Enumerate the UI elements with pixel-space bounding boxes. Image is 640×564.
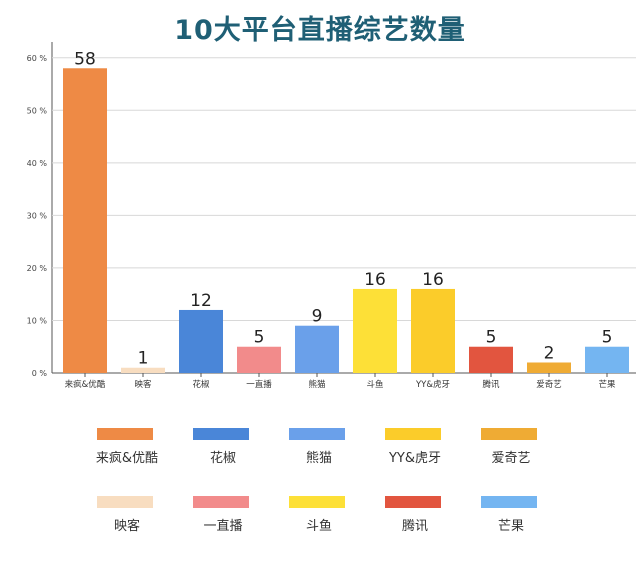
legend-swatch bbox=[97, 428, 153, 440]
bar bbox=[63, 68, 107, 374]
y-tick-label: 50 % bbox=[27, 106, 48, 115]
data-label: 58 bbox=[74, 49, 96, 69]
x-axis-ticks: 来疯&优酷 映客 花椒 一直播 熊猫 斗鱼 YY&虎牙 腾讯 爱奇艺 芒果 bbox=[65, 373, 616, 390]
bar bbox=[237, 346, 281, 373]
legend-label: YY&虎牙 bbox=[388, 451, 442, 466]
data-label: 1 bbox=[138, 349, 149, 369]
legend-item: 一直播 bbox=[191, 496, 287, 534]
x-tick-label: 熊猫 bbox=[308, 379, 326, 390]
legend-label: 花椒 bbox=[209, 451, 236, 466]
x-tick-label: 映客 bbox=[134, 379, 152, 390]
data-label: 16 bbox=[422, 270, 444, 290]
chart-title: 10大平台直播综艺数量 bbox=[174, 15, 466, 46]
x-tick-label: 一直播 bbox=[246, 379, 272, 390]
data-label: 5 bbox=[602, 328, 613, 348]
legend-item: 爱奇艺 bbox=[479, 428, 575, 466]
bar bbox=[295, 325, 339, 373]
data-labels: 58 1 12 5 9 16 16 5 2 5 bbox=[74, 49, 612, 368]
data-label: 12 bbox=[190, 291, 212, 311]
bar bbox=[585, 346, 629, 373]
data-label: 16 bbox=[364, 270, 386, 290]
legend-item: 斗鱼 bbox=[287, 496, 383, 534]
legend-item: YY&虎牙 bbox=[383, 428, 479, 466]
legend-label: 斗鱼 bbox=[305, 519, 332, 534]
y-tick-label: 20 % bbox=[27, 264, 48, 273]
data-label: 9 bbox=[312, 307, 323, 327]
legend-item: 熊猫 bbox=[287, 428, 383, 466]
legend-label: 一直播 bbox=[203, 519, 243, 534]
bars bbox=[63, 68, 629, 374]
legend-item: 芒果 bbox=[479, 496, 575, 534]
legend-label: 爱奇艺 bbox=[491, 451, 531, 466]
legend-label: 芒果 bbox=[497, 519, 524, 534]
legend-item: 映客 bbox=[95, 496, 191, 534]
legend-label: 腾讯 bbox=[401, 519, 428, 534]
x-tick-label: 腾讯 bbox=[482, 379, 500, 390]
y-tick-label: 10 % bbox=[27, 316, 48, 325]
legend-swatch bbox=[481, 428, 537, 440]
y-tick-label: 30 % bbox=[27, 211, 48, 220]
grid-lines bbox=[51, 42, 636, 374]
bar bbox=[179, 309, 223, 373]
legend-swatch bbox=[97, 496, 153, 508]
bar bbox=[353, 288, 397, 373]
x-tick-label: 芒果 bbox=[598, 379, 616, 390]
bar bbox=[121, 367, 165, 373]
legend-item: 腾讯 bbox=[383, 496, 479, 534]
legend-row: 来疯&优酷 花椒 熊猫 YY&虎牙 爱奇艺 bbox=[95, 428, 575, 466]
data-label: 5 bbox=[486, 328, 497, 348]
y-tick-label: 60 % bbox=[27, 54, 48, 63]
legend-swatch bbox=[289, 496, 345, 508]
legend-label: 熊猫 bbox=[305, 451, 332, 466]
y-tick-label: 0 % bbox=[32, 369, 48, 378]
legend-swatch bbox=[193, 496, 249, 508]
bar bbox=[469, 346, 513, 373]
x-tick-label: 来疯&优酷 bbox=[65, 379, 106, 390]
legend-item: 来疯&优酷 bbox=[95, 428, 191, 466]
x-tick-label: YY&虎牙 bbox=[415, 379, 450, 390]
y-tick-label: 40 % bbox=[27, 159, 48, 168]
legend-swatch bbox=[481, 496, 537, 508]
legend-row: 映客 一直播 斗鱼 腾讯 芒果 bbox=[95, 496, 575, 534]
x-tick-label: 斗鱼 bbox=[366, 379, 383, 390]
legend-swatch bbox=[289, 428, 345, 440]
legend: 来疯&优酷 花椒 熊猫 YY&虎牙 爱奇艺映客 一直播 斗鱼 腾讯 芒果 bbox=[95, 428, 575, 564]
x-tick-label: 花椒 bbox=[192, 379, 210, 390]
x-tick-label: 爱奇艺 bbox=[536, 379, 562, 390]
y-axis-ticks: 0 % 10 % 20 % 30 % 40 % 50 % 60 % bbox=[27, 54, 48, 378]
bar bbox=[411, 288, 455, 373]
legend-swatch bbox=[193, 428, 249, 440]
data-label: 5 bbox=[254, 328, 265, 348]
bar bbox=[527, 362, 571, 373]
legend-label: 来疯&优酷 bbox=[95, 451, 159, 466]
legend-item: 花椒 bbox=[191, 428, 287, 466]
legend-label: 映客 bbox=[113, 519, 140, 534]
legend-swatch bbox=[385, 496, 441, 508]
data-label: 2 bbox=[544, 343, 555, 363]
legend-swatch bbox=[385, 428, 441, 440]
